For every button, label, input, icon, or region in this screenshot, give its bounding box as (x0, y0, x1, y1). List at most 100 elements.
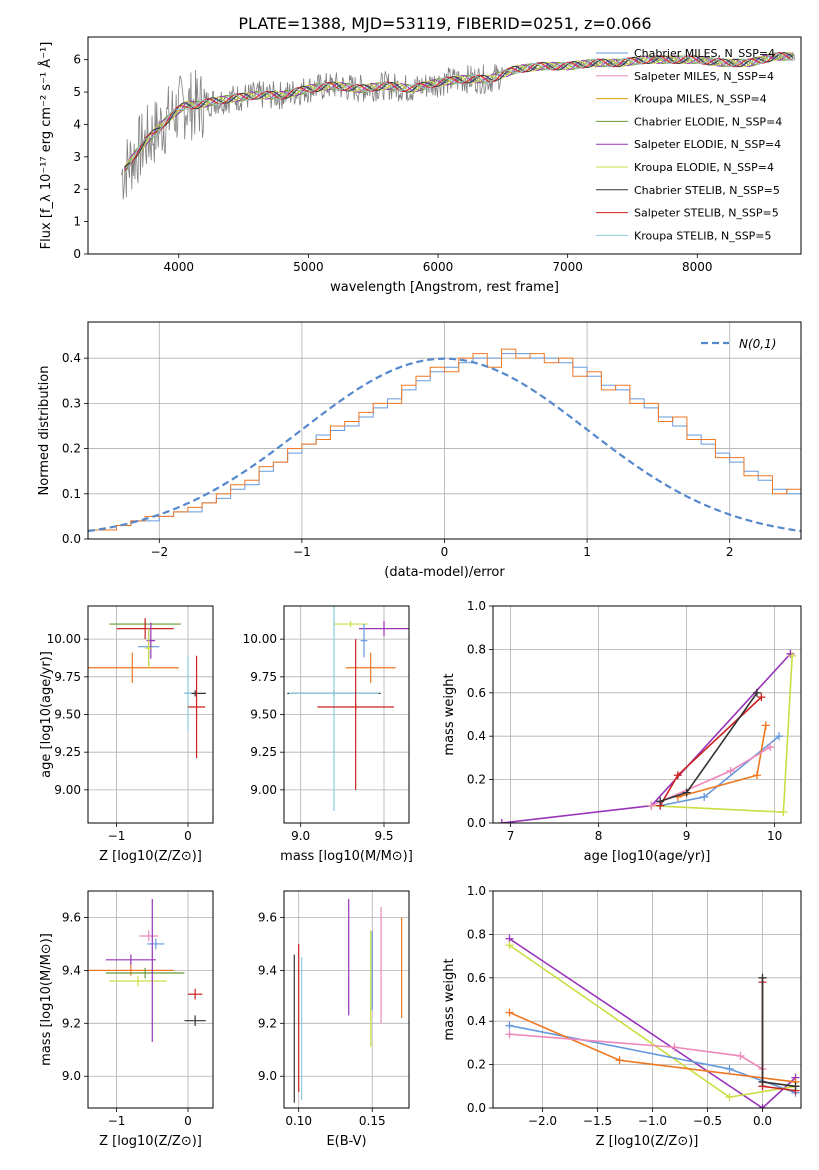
x-axis-label: wavelength [Angstrom, rest frame] (330, 280, 559, 295)
x-tick-label: −2.0 (528, 1114, 557, 1128)
y-tick-label: 0.4 (62, 351, 81, 365)
legend-entry: Kroupa STELIB, N_SSP=5 (634, 229, 772, 242)
legend: N(0,1) (701, 337, 776, 351)
y-tick-label: 0 (73, 247, 81, 261)
y-tick-label: 9.00 (250, 783, 277, 797)
y-axis-label: Flux [f_λ 10⁻¹⁷ erg cm⁻² s⁻¹ Å⁻¹] (38, 42, 54, 250)
y-axis-label: mass [log10(M/M⊙)] (39, 933, 54, 1066)
legend-entry: Salpeter STELIB, N_SSP=5 (634, 207, 779, 220)
x-tick-label: −0.5 (693, 1114, 722, 1128)
weight-point-marker (682, 788, 691, 797)
x-tick-label: 9.0 (291, 829, 310, 843)
axes-massweight_vs_age: 7 8 9 10 0.0 0.2 0.4 0.6 0.8 1.0 age [log10(age/yr… (442, 599, 802, 864)
model-fit-line (123, 52, 794, 168)
y-tick-label: 0.4 (467, 729, 486, 743)
axes-residuals: −2 −1 0 1 2 0.0 0.1 0.2 0.3 0.4 (data-model)/error… (37, 321, 802, 580)
y-tick-label: 9.2 (62, 1016, 81, 1030)
x-axis-label: age [log10(age/yr)] (584, 849, 711, 864)
y-tick-label: 0.4 (467, 1014, 486, 1028)
plot-area (88, 348, 801, 539)
model-fit-line (124, 52, 794, 168)
axes-frame (87, 321, 802, 540)
axes-frame (492, 890, 802, 1109)
axes-age_vs_Z: −1 0 9.00 9.25 9.50 9.75 10.00 Z [log10(Z/Z⊙)] a… (39, 605, 214, 864)
x-tick-label: 9 (683, 829, 691, 843)
weight-series-line (761, 977, 796, 1088)
y-tick-label: 0.8 (467, 927, 486, 941)
legend-entry: Salpeter ELODIE, N_SSP=4 (634, 138, 781, 151)
y-tick-label: 10.00 (47, 632, 81, 646)
weight-point-marker (670, 1043, 679, 1052)
plot-area (88, 618, 206, 759)
y-tick-label: 0.0 (62, 532, 81, 546)
legend-entry: Chabrier STELIB, N_SSP=5 (634, 184, 780, 197)
weight-series-line (509, 1033, 763, 1070)
y-tick-label: 9.6 (258, 910, 277, 924)
axes-spectrum: 4000 5000 6000 7000 8000 0 1 2 3 4 5 6 wavelength [A… (38, 36, 802, 295)
model-fit-line (124, 52, 794, 172)
axes-frame (492, 605, 802, 824)
weight-point-marker (505, 941, 514, 950)
weight-point-marker (700, 792, 709, 801)
y-tick-label: 9.6 (62, 910, 81, 924)
histogram-series (88, 348, 801, 539)
legend-entry: N(0,1) (739, 337, 776, 351)
x-axis-label: E(B-V) (326, 1134, 366, 1149)
model-fit-line (123, 52, 794, 170)
axes-frame (283, 890, 410, 1109)
legend-entry: Salpeter MILES, N_SSP=4 (634, 70, 774, 83)
y-tick-label: 9.4 (258, 963, 277, 977)
y-tick-label: 3 (73, 150, 81, 164)
weight-point-marker (779, 808, 788, 817)
axes-mass_vs_Z: −1 0 9.0 9.2 9.4 9.6 Z [log10(Z/Z⊙)] mass [log1… (39, 890, 214, 1149)
y-axis-label: mass weight (442, 673, 457, 755)
plot-area (287, 606, 409, 811)
y-tick-label: 0.0 (467, 816, 486, 830)
x-tick-label: 7000 (552, 260, 583, 274)
weight-point-marker (758, 973, 767, 982)
x-tick-label: 0.10 (285, 1114, 312, 1128)
x-tick-label: 0 (441, 545, 449, 559)
legend-entry: Kroupa MILES, N_SSP=4 (634, 93, 767, 106)
legend-entry: Kroupa ELODIE, N_SSP=4 (634, 161, 774, 174)
y-axis-label: age [log10(age/yr)] (39, 651, 54, 778)
weight-point-marker (736, 1051, 745, 1060)
x-tick-label: 2 (726, 545, 734, 559)
y-tick-label: 10.00 (243, 632, 277, 646)
weight-series-line (761, 982, 796, 1092)
y-tick-label: 0.1 (62, 487, 81, 501)
x-tick-label: 10 (767, 829, 782, 843)
x-axis-label: Z [log10(Z/Z⊙)] (596, 1134, 699, 1149)
y-tick-label: 9.25 (54, 745, 81, 759)
axes-frame (283, 605, 410, 824)
x-tick-label: 4000 (163, 260, 194, 274)
y-tick-label: 9.0 (62, 1069, 81, 1083)
y-tick-label: 1 (73, 215, 81, 229)
weight-point-marker (725, 1093, 734, 1102)
weight-point-marker (497, 819, 506, 823)
weight-point-marker (753, 688, 761, 697)
y-tick-label: 0.0 (467, 1101, 486, 1115)
axes-massweight_vs_Z: −2.0 −1.5 −1.0 −0.5 0.0 0.0 0.2 0.4 0.6 0.8 1.0 Z [… (442, 884, 802, 1149)
y-tick-label: 1.0 (467, 599, 486, 613)
plot-area (293, 898, 403, 1103)
y-tick-label: 0.3 (62, 396, 81, 410)
model-fit-line (123, 52, 794, 175)
weight-point-marker (673, 771, 682, 780)
y-tick-label: 9.25 (250, 745, 277, 759)
legend-entry: Chabrier MILES, N_SSP=4 (634, 47, 775, 60)
x-tick-label: 8000 (682, 260, 713, 274)
y-tick-label: 2 (73, 182, 81, 196)
x-tick-label: 6000 (423, 260, 454, 274)
x-tick-label: −1 (108, 829, 126, 843)
y-tick-label: 0.6 (467, 686, 486, 700)
y-tick-label: 0.2 (62, 442, 81, 456)
weight-point-marker (505, 1008, 514, 1017)
weight-point-marker (725, 1064, 734, 1073)
y-tick-label: 9.50 (54, 708, 81, 722)
y-tick-label: 9.4 (62, 963, 81, 977)
weight-point-marker (766, 743, 775, 752)
axes-frame (87, 890, 214, 1109)
y-tick-label: 0.2 (467, 773, 486, 787)
